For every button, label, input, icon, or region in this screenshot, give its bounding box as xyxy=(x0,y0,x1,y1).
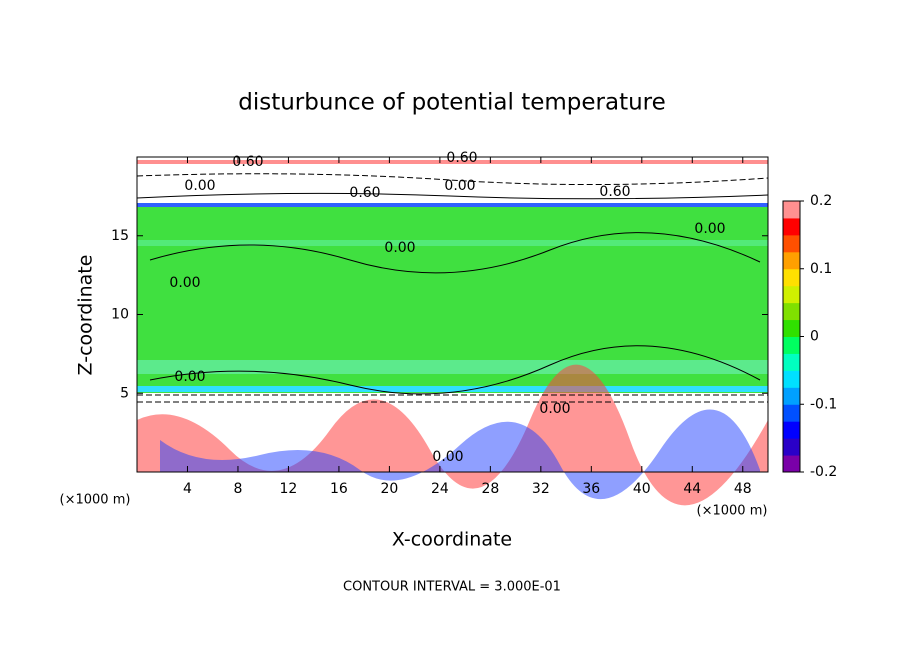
x-tick-label: 32 xyxy=(532,481,550,497)
colorbar-swatch xyxy=(783,438,800,456)
contour-label: 0.00 xyxy=(184,178,215,194)
colorbar-swatch xyxy=(783,353,800,371)
colorbar-swatch xyxy=(783,268,800,287)
y-axis-label: Z-coordinate xyxy=(75,255,97,376)
contour-label: 0.60 xyxy=(599,184,630,200)
colorbar-swatch xyxy=(783,251,800,270)
contour-label: 0.00 xyxy=(444,178,475,194)
x-tick-label: 44 xyxy=(683,481,701,497)
x-tick-label: 36 xyxy=(582,481,600,497)
colorbar-tick-label: 0.2 xyxy=(810,193,832,209)
y-tick-label: 5 xyxy=(120,385,129,401)
contour-label: 0.00 xyxy=(432,449,463,465)
contour-label: 0.00 xyxy=(694,221,725,237)
colorbar-tick-label: 0 xyxy=(810,329,819,345)
x-tick-label: 16 xyxy=(330,481,348,497)
colorbar-tick-label: 0.1 xyxy=(810,261,832,277)
contour-label: 0.60 xyxy=(446,150,477,166)
contour-label: 0.00 xyxy=(384,240,415,256)
colorbar-swatch xyxy=(783,302,800,321)
footer-note: CONTOUR INTERVAL = 3.000E-01 xyxy=(343,580,561,595)
colorbar-swatch xyxy=(783,404,800,422)
x-unit-left: (×1000 m) xyxy=(60,493,131,508)
x-unit-right: (×1000 m) xyxy=(697,504,768,519)
x-tick-label: 24 xyxy=(431,481,449,497)
colorbar-swatch xyxy=(783,387,800,405)
colorbar-tick-label: -0.2 xyxy=(810,464,837,480)
x-tick-label: 28 xyxy=(481,481,499,497)
x-tick-label: 12 xyxy=(280,481,298,497)
y-tick-label: 10 xyxy=(111,307,129,323)
colorbar-swatch xyxy=(783,319,800,337)
colorbar-swatch xyxy=(783,234,800,253)
x-tick-label: 4 xyxy=(183,481,192,497)
chart-title: disturbunce of potential temperature xyxy=(238,90,666,116)
contour-label: 0.00 xyxy=(169,275,200,291)
colorbar-swatch xyxy=(783,217,800,236)
colorbar-tick-label: -0.1 xyxy=(810,396,837,412)
x-axis-label: X-coordinate xyxy=(392,529,512,551)
colorbar-swatch xyxy=(783,201,800,219)
contour-label: 0.60 xyxy=(232,154,263,170)
x-tick-label: 48 xyxy=(734,481,752,497)
colorbar-swatch xyxy=(783,336,800,354)
field-background xyxy=(136,157,769,506)
colorbar-swatch xyxy=(783,285,800,304)
colorbar-swatch xyxy=(783,370,800,388)
contour-label: 0.00 xyxy=(539,401,570,417)
colorbar-swatch xyxy=(783,455,800,473)
contour-label: 0.60 xyxy=(349,185,380,201)
contour-label: 0.00 xyxy=(174,369,205,385)
x-tick-label: 8 xyxy=(233,481,242,497)
x-tick-label: 40 xyxy=(633,481,651,497)
x-tick-label: 20 xyxy=(380,481,398,497)
colorbar-swatch xyxy=(783,421,800,439)
y-tick-label: 15 xyxy=(111,228,129,244)
